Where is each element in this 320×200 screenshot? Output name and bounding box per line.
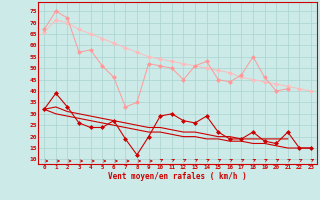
X-axis label: Vent moyen/en rafales ( km/h ): Vent moyen/en rafales ( km/h ) [108,172,247,181]
